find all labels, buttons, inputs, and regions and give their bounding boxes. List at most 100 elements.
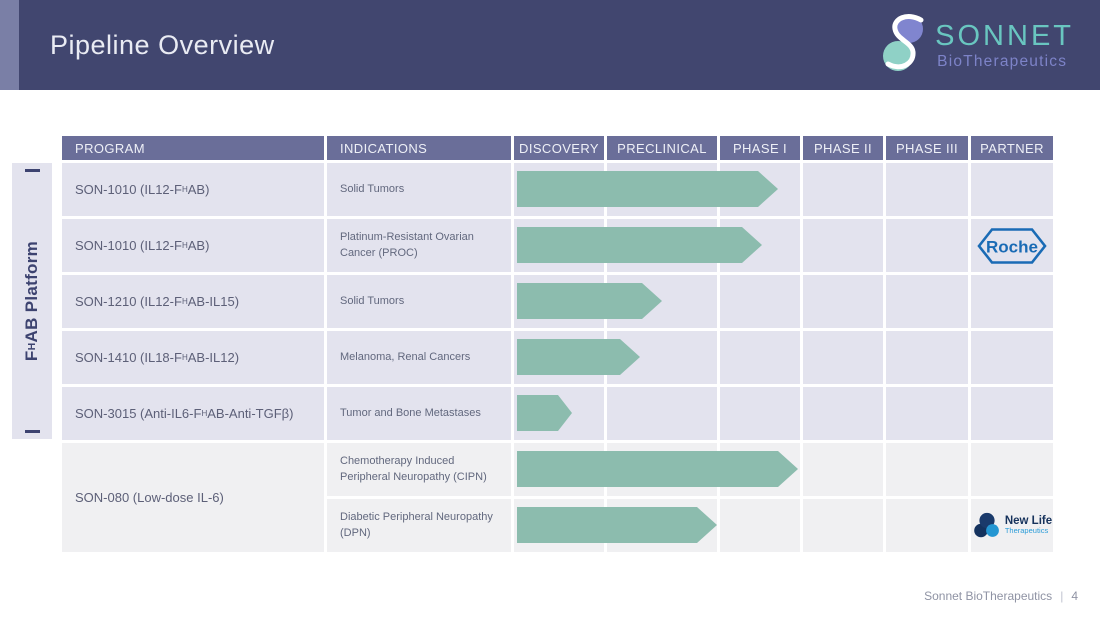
footer-page-number: 4	[1071, 589, 1078, 603]
indication-cell: Solid Tumors	[327, 163, 511, 216]
indication-cell: Melanoma, Renal Cancers	[327, 331, 511, 384]
pipeline-arrow-son1010-proc	[517, 227, 762, 263]
stage-cell	[886, 275, 968, 328]
program-text: AB-IL15)	[187, 294, 240, 309]
pipeline-arrow-son080-cipn	[517, 451, 798, 487]
logo-subtitle: BioTherapeutics	[937, 53, 1068, 70]
partner-cell	[971, 275, 1053, 328]
newlife-subtitle: Therapeutics	[1004, 526, 1049, 536]
stage-cell	[803, 331, 883, 384]
program-subscript: H	[181, 297, 188, 306]
indication-cell: Tumor and Bone Metastases	[327, 387, 511, 440]
newlife-logo: New Life Therapeutics	[972, 511, 1052, 541]
platform-label-pre: F	[22, 350, 41, 362]
indication-cell: Diabetic Peripheral Neuropathy (DPN)	[327, 499, 511, 552]
stage-cell	[803, 387, 883, 440]
stage-cell	[886, 219, 968, 272]
newlife-wordmark: New Life Therapeutics	[1005, 515, 1052, 535]
indication-cell: Solid Tumors	[327, 275, 511, 328]
stage-cell	[720, 275, 800, 328]
platform-group-label: F H AB Platform	[12, 163, 52, 439]
pipeline-arrow-son1210	[517, 283, 662, 319]
footer: Sonnet BioTherapeutics | 4	[924, 589, 1078, 603]
program-cell: SON-1210 (IL12-F H AB-IL15)	[62, 275, 324, 328]
platform-label-text: F H AB Platform	[12, 163, 52, 439]
program-subscript: H	[181, 353, 188, 362]
stage-cell	[886, 331, 968, 384]
column-header-program: PROGRAM	[62, 136, 324, 160]
column-header-phase2: PHASE II	[803, 136, 883, 160]
stage-cell	[720, 387, 800, 440]
partner-cell	[971, 163, 1053, 216]
program-cell: SON-1010 (IL12-F H AB)	[62, 163, 324, 216]
roche-logo-text: Roche	[986, 237, 1038, 256]
stage-cell	[803, 163, 883, 216]
partner-cell	[971, 331, 1053, 384]
program-subscript: H	[201, 409, 208, 418]
indication-text: Solid Tumors	[340, 294, 405, 307]
program-text: AB)	[187, 182, 210, 197]
stage-cell	[720, 499, 800, 552]
program-text: AB-Anti-TGFβ)	[207, 406, 294, 421]
program-subscript: H	[181, 185, 188, 194]
bracket-tick-top	[25, 169, 40, 172]
program-text: SON-1010 (IL12-F	[75, 182, 182, 197]
footer-separator: |	[1060, 589, 1064, 603]
indication-text: Diabetic Peripheral Neuropathy (DPN)	[340, 510, 493, 539]
program-cell-merged: SON-080 (Low-dose IL-6)	[62, 443, 324, 552]
pipeline-arrow-son1410	[517, 339, 640, 375]
column-header-indications: INDICATIONS	[327, 136, 511, 160]
stage-cell	[886, 443, 968, 496]
stage-cell	[886, 387, 968, 440]
program-cell: SON-1010 (IL12-F H AB)	[62, 219, 324, 272]
partner-cell	[971, 443, 1053, 496]
company-logo: SONNET BioTherapeutics	[881, 13, 1074, 75]
program-text: SON-080 (Low-dose IL-6)	[75, 490, 224, 505]
column-header-preclinical: PRECLINICAL	[607, 136, 717, 160]
indication-text: Tumor and Bone Metastases	[340, 406, 481, 419]
footer-company: Sonnet BioTherapeutics	[924, 589, 1053, 603]
partner-cell	[971, 387, 1053, 440]
stage-cell	[803, 275, 883, 328]
partner-cell: New Life Therapeutics	[971, 499, 1053, 552]
indication-cell: Platinum-Resistant Ovarian Cancer (PROC)	[327, 219, 511, 272]
stage-cell	[886, 499, 968, 552]
program-cell: SON-1410 (IL18-F H AB-IL12)	[62, 331, 324, 384]
page-title: Pipeline Overview	[50, 29, 275, 60]
program-subscript: H	[181, 241, 188, 250]
column-header-phase1: PHASE I	[720, 136, 800, 160]
column-header-partner: PARTNER	[971, 136, 1053, 160]
program-text: SON-1010 (IL12-F	[75, 238, 182, 253]
roche-logo: Roche	[977, 227, 1047, 264]
stage-cell	[803, 443, 883, 496]
column-header-discovery: DISCOVERY	[514, 136, 604, 160]
indication-text: Solid Tumors	[340, 182, 405, 195]
stage-cell	[720, 331, 800, 384]
indication-text: Platinum-Resistant Ovarian Cancer (PROC)	[340, 230, 474, 259]
program-text: SON-3015 (Anti-IL6-F	[75, 406, 202, 421]
logo-name: SONNET	[935, 20, 1074, 52]
sonnet-s-icon	[883, 14, 924, 71]
partner-cell: Roche	[971, 219, 1053, 272]
program-text: AB-IL12)	[187, 350, 240, 365]
bracket-tick-bottom	[25, 430, 40, 433]
program-text: SON-1210 (IL12-F	[75, 294, 182, 309]
column-header-phase3: PHASE III	[886, 136, 968, 160]
newlife-circles-icon	[974, 512, 999, 537]
pipeline-arrow-son1010-solid	[517, 171, 778, 207]
program-text: AB)	[187, 238, 210, 253]
pipeline-table: PROGRAM INDICATIONS DISCOVERY PRECLINICA…	[62, 136, 1053, 552]
indication-text: Chemotherapy Induced Peripheral Neuropat…	[340, 454, 487, 483]
program-cell: SON-3015 (Anti-IL6-F H AB-Anti-TGFβ)	[62, 387, 324, 440]
stage-cell	[803, 219, 883, 272]
platform-label-post: AB Platform	[22, 240, 41, 343]
pipeline-arrow-son080-dpn	[517, 507, 717, 543]
indication-cell: Chemotherapy Induced Peripheral Neuropat…	[327, 443, 511, 496]
banner-accent-strip	[0, 0, 19, 90]
stage-cell	[607, 387, 717, 440]
logo-wordmark: SONNET BioTherapeutics	[935, 22, 1074, 71]
platform-label-sub: H	[26, 342, 38, 351]
program-text: SON-1410 (IL18-F	[75, 350, 182, 365]
indication-text: Melanoma, Renal Cancers	[340, 350, 471, 363]
newlife-name: New Life	[1004, 515, 1053, 528]
